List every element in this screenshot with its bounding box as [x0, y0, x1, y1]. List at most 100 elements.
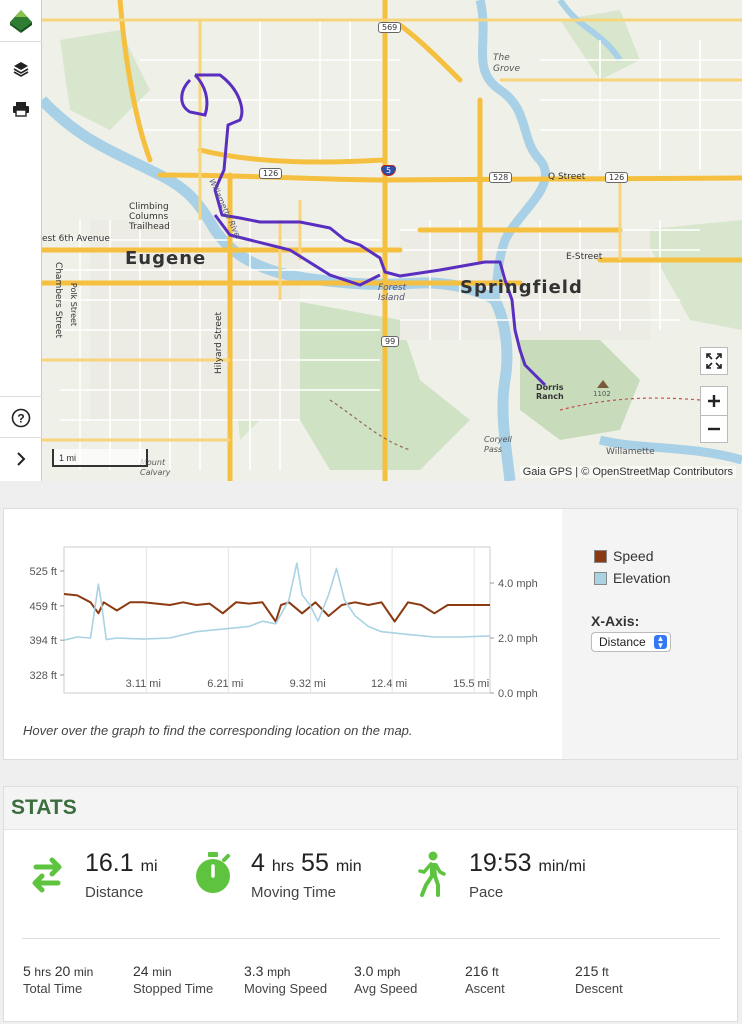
x-axis-select-value: Distance — [599, 635, 646, 649]
map-view[interactable]: Eugene Springfield Forest Island The Gro… — [0, 0, 742, 481]
ascent-value: 216 ft — [465, 963, 505, 979]
left-tick-label: 328 ft — [29, 670, 57, 682]
chevron-right-icon — [17, 451, 26, 466]
total-time-value: 5 hrs 20 min — [23, 963, 93, 979]
speed-swatch — [594, 549, 607, 563]
scale-bar: 1 mi — [52, 449, 148, 467]
legend-speed: Speed — [594, 548, 653, 564]
pace-number: 19:53 — [469, 849, 532, 877]
stat-moving-time: 4 hrs 55 min Moving Time — [251, 849, 362, 901]
shield-528: 528 — [489, 172, 513, 183]
descent-unit: ft — [601, 965, 609, 979]
label-q-street: Q Street — [548, 172, 586, 182]
moving-time-value: 4 hrs 55 min — [251, 849, 362, 878]
stopped-time-unit: min — [152, 965, 172, 979]
layers-icon — [13, 62, 29, 77]
layers-button[interactable] — [0, 48, 42, 90]
stat-descent: 215 ft Descent — [575, 963, 623, 996]
x-tick-label: 6.21 mi — [207, 678, 243, 690]
gaia-logo-icon — [10, 9, 32, 33]
stopped-time-number: 24 — [133, 963, 149, 979]
legend-speed-label: Speed — [613, 548, 654, 564]
stat-distance: 16.1 mi Distance — [85, 849, 158, 901]
zoom-in-button[interactable] — [700, 386, 728, 415]
stat-moving-speed: 3.3 mph Moving Speed — [244, 963, 327, 996]
distance-value: 16.1 mi — [85, 849, 158, 878]
x-axis-select[interactable]: Distance ▲ ▼ — [591, 632, 671, 652]
label-e-street: E-Street — [566, 252, 603, 262]
total-time-hours-unit: hrs — [34, 965, 52, 979]
chart-area[interactable]: 3.11 mi 6.21 mi 9.32 mi 12.4 mi 15.5 mi 525 f… — [4, 509, 562, 759]
stats-card: STATS 16.1 mi Distance 4 hrs 55 min Movi… — [3, 786, 738, 1022]
total-time-minutes: 20 — [54, 963, 71, 979]
label-the-grove: The Grove — [493, 53, 521, 74]
left-tick-label: 459 ft — [29, 601, 57, 613]
legend-elevation: Elevation — [594, 570, 671, 586]
chart-sidebar: Speed Elevation X-Axis: Distance ▲ ▼ — [562, 509, 737, 759]
elevation-speed-chart[interactable]: 3.11 mi 6.21 mi 9.32 mi 12.4 mi 15.5 mi 525 f… — [4, 509, 562, 709]
shield-126-west: 126 — [259, 168, 283, 179]
label-eugene: Eugene — [125, 248, 207, 269]
avg-speed-number: 3.0 — [354, 963, 374, 979]
ascent-unit: ft — [491, 965, 499, 979]
printer-icon — [13, 102, 29, 117]
fullscreen-button[interactable] — [700, 347, 728, 375]
speed-series-line — [63, 593, 490, 623]
label-springfield: Springfield — [460, 277, 583, 298]
zoom-out-button[interactable] — [700, 415, 728, 443]
x-tick-label: 3.11 mi — [126, 678, 161, 690]
stat-ascent: 216 ft Ascent — [465, 963, 505, 996]
pace-label: Pace — [469, 884, 504, 901]
label-polk: Polk Street — [69, 282, 79, 327]
right-tick-label: 0.0 mph — [498, 688, 538, 700]
stat-avg-speed: 3.0 mph Avg Speed — [354, 963, 417, 996]
shield-569: 569 — [378, 22, 402, 33]
right-tick-label: 4.0 mph — [498, 578, 538, 590]
x-axis-title: X-Axis: — [591, 613, 640, 629]
stat-pace: 19:53 min/mi Pace — [469, 849, 586, 901]
print-button[interactable] — [0, 88, 42, 130]
elevation-swatch — [594, 571, 607, 585]
descent-label: Descent — [575, 981, 623, 996]
moving-speed-number: 3.3 — [244, 963, 264, 979]
label-hilyard: Hilyard Street — [214, 311, 225, 375]
stats-divider — [22, 938, 720, 939]
expand-panel-button[interactable] — [0, 437, 42, 479]
map-canvas[interactable] — [0, 0, 742, 481]
plus-icon — [708, 395, 720, 407]
map-toolbar: ? — [0, 0, 42, 481]
stopped-time-label: Stopped Time — [133, 981, 214, 996]
label-mount-calvary: Mount Calvary — [140, 458, 171, 477]
moving-time-minutes: 55 — [301, 849, 329, 877]
label-forest-island: Forest Island — [378, 283, 407, 303]
label-dorris-ranch: Dorris Ranch — [536, 383, 564, 401]
swap-arrows-icon — [32, 857, 62, 893]
gaia-logo-button[interactable] — [0, 0, 42, 42]
avg-speed-value: 3.0 mph — [354, 963, 417, 979]
help-button[interactable]: ? — [0, 396, 42, 438]
descent-number: 215 — [575, 963, 599, 979]
moving-time-minutes-unit: min — [335, 858, 362, 875]
stat-stopped-time: 24 min Stopped Time — [133, 963, 213, 996]
label-willamette: Willamette — [606, 447, 655, 457]
x-tick-label: 9.32 mi — [290, 678, 326, 690]
label-elev-1102: 1102 — [593, 390, 611, 398]
map-attribution[interactable]: Gaia GPS | © OpenStreetMap Contributors — [519, 466, 736, 478]
minus-icon — [708, 427, 720, 431]
moving-speed-unit: mph — [267, 965, 291, 979]
moving-time-hours: 4 — [251, 849, 265, 877]
legend-elevation-label: Elevation — [613, 570, 671, 586]
shield-i5: 5 — [381, 165, 397, 176]
walking-person-icon — [418, 851, 446, 897]
help-icon: ? — [11, 408, 31, 427]
label-climbing-columns: Climbing Columns Trailhead — [129, 202, 170, 232]
elevation-speed-card: 3.11 mi 6.21 mi 9.32 mi 12.4 mi 15.5 mi 525 f… — [3, 508, 738, 760]
avg-speed-label: Avg Speed — [354, 981, 418, 996]
total-time-label: Total Time — [23, 981, 83, 996]
right-tick-label: 2.0 mph — [498, 633, 538, 645]
moving-time-label: Moving Time — [251, 884, 337, 901]
svg-text:?: ? — [17, 411, 24, 425]
chart-hover-note: Hover over the graph to find the corresp… — [23, 723, 413, 738]
descent-value: 215 ft — [575, 963, 623, 979]
distance-number: 16.1 — [85, 849, 134, 877]
